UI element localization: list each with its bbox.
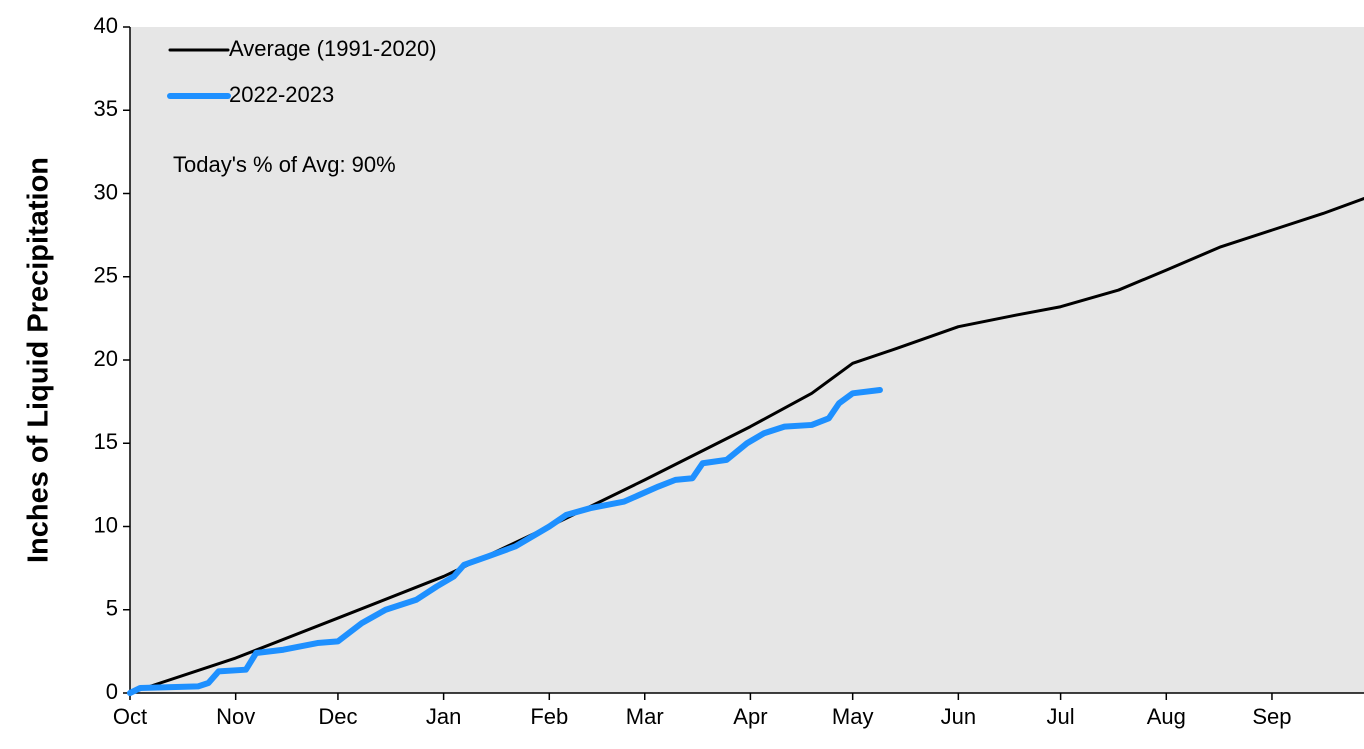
y-tick-label: 20: [94, 346, 118, 371]
x-tick-label: Oct: [113, 704, 147, 729]
x-tick-label: Dec: [318, 704, 357, 729]
legend-label: Average (1991-2020): [229, 36, 437, 61]
x-tick-label: Nov: [216, 704, 255, 729]
y-tick-label: 0: [106, 679, 118, 704]
x-tick-label: May: [832, 704, 874, 729]
annotation: Today's % of Avg: 90%: [173, 152, 396, 177]
x-tick-label: Sep: [1252, 704, 1291, 729]
x-tick-label: Mar: [626, 704, 664, 729]
plot-area: [130, 27, 1364, 693]
x-tick-label: Jun: [941, 704, 976, 729]
y-tick-label: 10: [94, 512, 118, 537]
x-tick-label: Jul: [1047, 704, 1075, 729]
y-tick-label: 15: [94, 429, 118, 454]
y-axis-label: Inches of Liquid Precipitation: [23, 157, 55, 563]
y-tick-label: 35: [94, 96, 118, 121]
y-tick-label: 5: [106, 596, 118, 621]
legend-label: 2022-2023: [229, 82, 334, 107]
y-tick-label: 40: [94, 13, 118, 38]
series-line: [127, 386, 883, 696]
x-tick-label: Feb: [530, 704, 568, 729]
x-tick-label: Aug: [1147, 704, 1186, 729]
y-tick-label: 30: [94, 179, 118, 204]
y-tick-label: 25: [94, 263, 118, 288]
x-tick-label: Apr: [733, 704, 767, 729]
series-line: [128, 196, 1364, 695]
x-tick-label: Jan: [426, 704, 461, 729]
